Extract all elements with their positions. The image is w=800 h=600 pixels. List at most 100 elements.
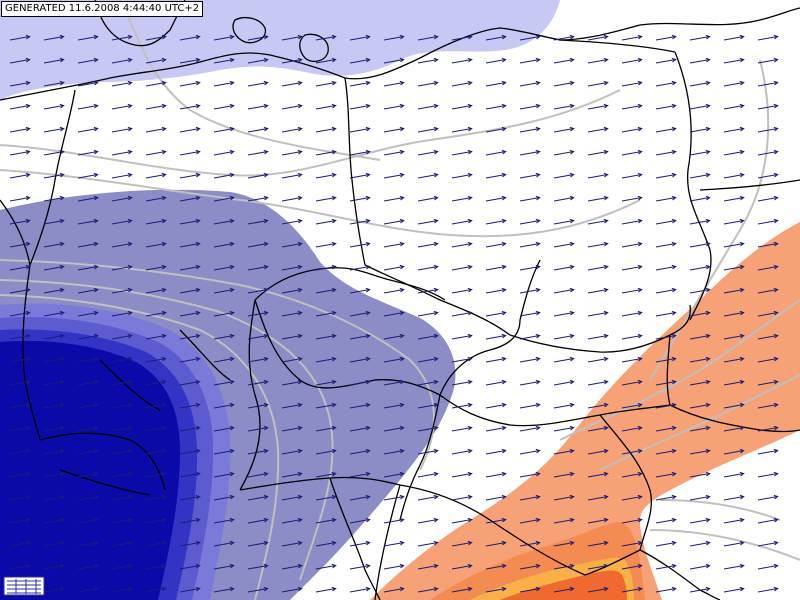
wind-arrow-icon — [383, 218, 405, 225]
wind-arrow-icon — [145, 103, 167, 110]
wind-arrow-icon — [383, 57, 405, 64]
wind-arrow-icon — [179, 517, 201, 524]
wind-arrow-icon — [723, 34, 745, 41]
wind-arrow-icon — [383, 448, 405, 455]
wind-arrow-icon — [451, 80, 473, 87]
wind-arrow-icon — [621, 563, 643, 570]
wind-arrow-icon — [417, 218, 439, 225]
wind-arrow-icon — [213, 425, 235, 432]
border-misc — [179, 329, 231, 381]
wind-arrow-icon — [485, 172, 507, 179]
wind-arrow-icon — [179, 448, 201, 455]
wind-arrow-icon — [145, 218, 167, 225]
wind-arrow-icon — [43, 287, 65, 294]
wind-arrow-icon — [9, 195, 31, 202]
wind-arrow-icon — [587, 540, 609, 547]
wind-arrow-icon — [111, 57, 133, 64]
wind-arrow-icon — [723, 310, 745, 317]
wind-arrow-icon — [9, 494, 31, 501]
wind-arrow-icon — [655, 310, 677, 317]
wind-arrow-icon — [77, 471, 99, 478]
wind-arrow-icon — [621, 517, 643, 524]
wind-arrow-icon — [213, 448, 235, 455]
wind-arrow-icon — [757, 172, 779, 179]
wind-arrow-icon — [315, 563, 337, 570]
wind-arrow-icon — [43, 195, 65, 202]
border-de-at — [239, 299, 261, 491]
wind-arrow-icon — [179, 540, 201, 547]
wind-arrow-icon — [417, 103, 439, 110]
wind-arrow-icon — [485, 379, 507, 386]
wind-arrow-icon — [451, 126, 473, 133]
wind-arrow-icon — [383, 425, 405, 432]
border-be — [0, 199, 31, 266]
contour-line — [0, 169, 641, 238]
wind-arrow-icon — [587, 310, 609, 317]
border-pl-ru — [559, 39, 676, 53]
wind-arrow-icon — [179, 57, 201, 64]
wind-arrow-icon — [77, 264, 99, 271]
wind-arrow-icon — [145, 126, 167, 133]
wind-arrow-icon — [349, 425, 371, 432]
wind-arrow-icon — [757, 333, 779, 340]
wind-arrow-icon — [9, 57, 31, 64]
wind-arrow-icon — [417, 402, 439, 409]
contour-line — [0, 89, 621, 177]
wind-arrow-icon — [655, 126, 677, 133]
wind-arrow-icon — [281, 34, 303, 41]
wind-arrow-icon — [281, 287, 303, 294]
wind-arrow-icon — [315, 241, 337, 248]
wind-arrow-icon — [621, 379, 643, 386]
generated-timestamp-label: GENERATED 11.6.2008 4:44:40 UTC+2 — [1, 1, 204, 17]
wind-arrow-icon — [519, 80, 541, 87]
wind-arrow-icon — [43, 402, 65, 409]
wind-arrow-icon — [247, 264, 269, 271]
wind-arrow-icon — [451, 241, 473, 248]
wind-arrow-icon — [689, 379, 711, 386]
wind-arrow-icon — [587, 402, 609, 409]
border-de-nl — [29, 89, 76, 266]
wind-arrow-icon — [689, 126, 711, 133]
wind-arrow-icon — [179, 218, 201, 225]
wind-arrow-icon — [213, 356, 235, 363]
wind-arrow-icon — [315, 149, 337, 156]
wind-arrow-icon — [281, 471, 303, 478]
wind-arrow-icon — [281, 586, 303, 593]
wind-arrow-icon — [315, 57, 337, 64]
wind-arrow-icon — [587, 172, 609, 179]
wind-arrow-icon — [485, 126, 507, 133]
wind-arrow-icon — [689, 103, 711, 110]
wind-arrow-icon — [587, 586, 609, 593]
wind-arrow-icon — [621, 241, 643, 248]
wind-arrow-icon — [43, 310, 65, 317]
wind-arrow-icon — [417, 425, 439, 432]
wind-arrow-icon — [655, 264, 677, 271]
wind-arrow-icon — [655, 57, 677, 64]
wind-arrow-icon — [553, 149, 575, 156]
border-ua-ro — [669, 404, 800, 433]
wind-arrow-icon — [77, 287, 99, 294]
border-hr-hu — [399, 484, 586, 576]
wind-arrow-icon — [77, 218, 99, 225]
wind-arrow-icon — [77, 80, 99, 87]
wind-arrow-icon — [553, 264, 575, 271]
wind-arrow-icon — [281, 425, 303, 432]
wind-arrow-icon — [723, 517, 745, 524]
wind-arrow-icon — [383, 80, 405, 87]
border-at-it — [239, 476, 401, 491]
wind-arrow-icon — [621, 448, 643, 455]
wind-arrow-icon — [383, 103, 405, 110]
wind-arrow-icon — [247, 471, 269, 478]
wind-arrow-icon — [757, 241, 779, 248]
wind-arrow-icon — [723, 80, 745, 87]
wind-arrow-icon — [213, 494, 235, 501]
border-hu-ro — [599, 414, 652, 551]
wind-arrow-icon — [179, 586, 201, 593]
wind-arrow-icon — [43, 126, 65, 133]
wind-arrow-icon — [553, 80, 575, 87]
wind-arrow-icon — [9, 448, 31, 455]
wind-arrow-icon — [621, 172, 643, 179]
wind-arrow-icon — [43, 379, 65, 386]
wind-arrow-icon — [621, 80, 643, 87]
wind-arrow-icon — [587, 241, 609, 248]
